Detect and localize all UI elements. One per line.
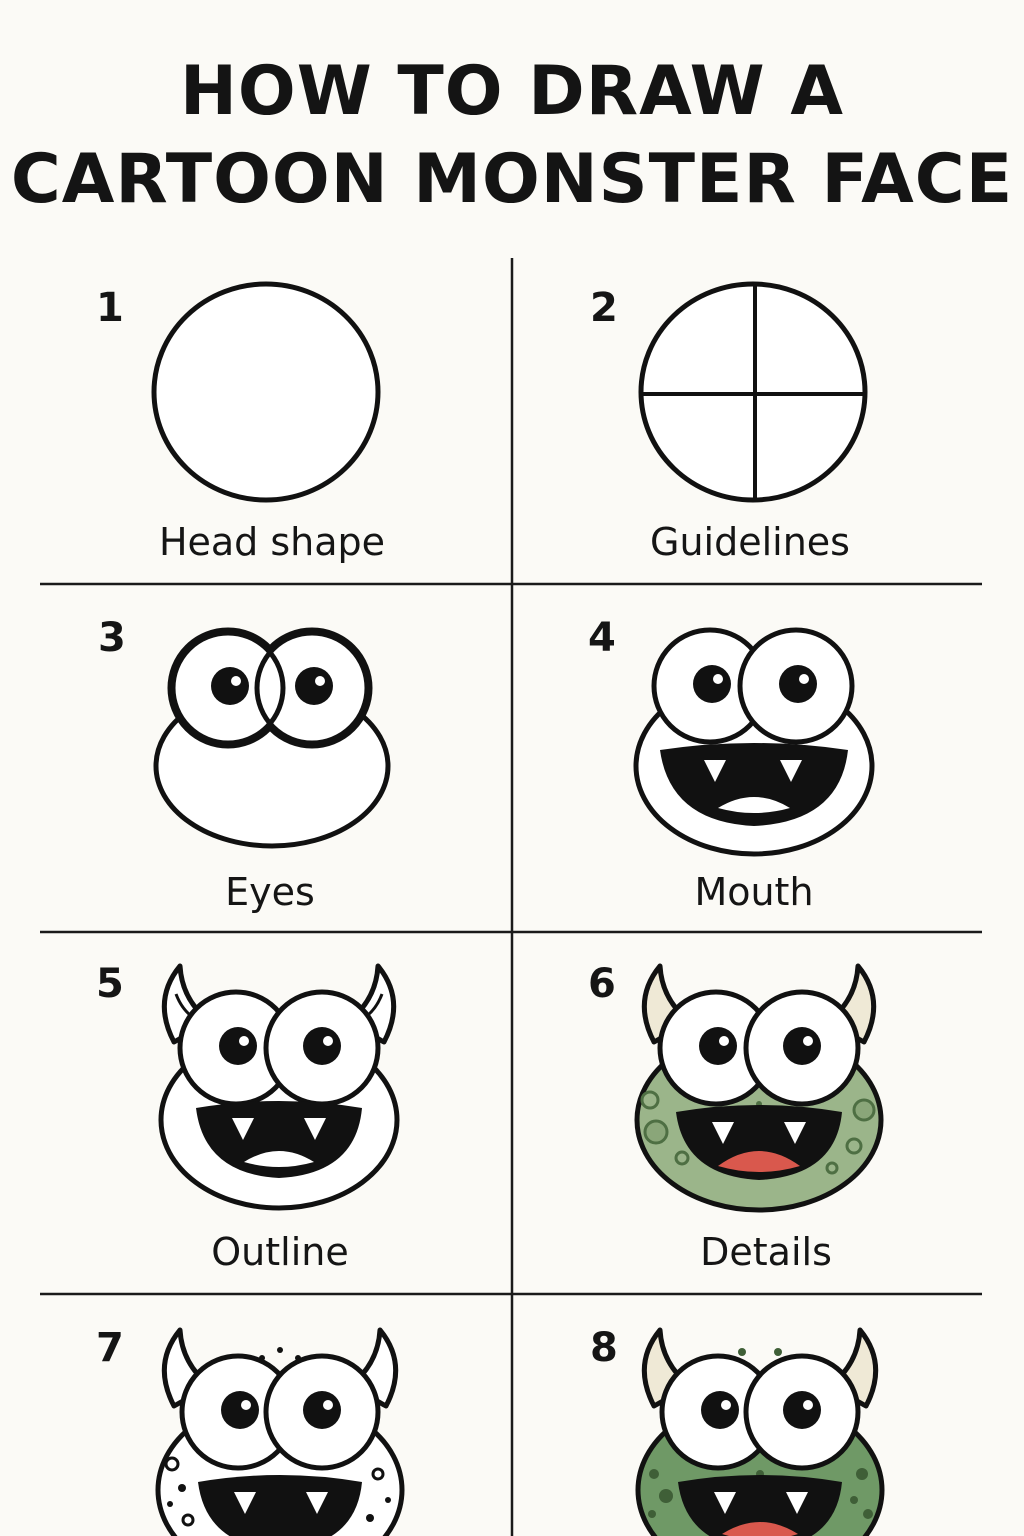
step-2-number: 2 bbox=[590, 285, 618, 331]
step-5-number: 5 bbox=[96, 961, 124, 1007]
head-circle-icon bbox=[151, 281, 381, 503]
mouth-icon bbox=[633, 627, 875, 857]
step-5-label: Outline bbox=[211, 1230, 349, 1274]
title-line-1: HOW TO DRAW A bbox=[180, 52, 844, 131]
step-4-label: Mouth bbox=[694, 870, 814, 914]
step-1-number: 1 bbox=[96, 285, 124, 331]
step-3-number: 3 bbox=[98, 615, 126, 661]
guidelines-icon bbox=[638, 281, 868, 503]
step-6-label: Details bbox=[700, 1230, 832, 1274]
step-4-number: 4 bbox=[588, 615, 616, 661]
step-1-label: Head shape bbox=[158, 520, 386, 564]
step-7-number: 7 bbox=[96, 1325, 124, 1371]
step-3-label: Eyes bbox=[225, 870, 315, 914]
step-2-label: Guidelines bbox=[650, 520, 850, 564]
colored-monster-icon bbox=[634, 963, 884, 1213]
final-colored-monster-icon bbox=[635, 1327, 885, 1536]
horns-outline-icon bbox=[158, 963, 400, 1211]
spotted-outline-monster-icon bbox=[155, 1327, 405, 1536]
step-6-number: 6 bbox=[588, 961, 616, 1007]
page-title: HOW TO DRAW A CARTOON MONSTER FACE bbox=[0, 48, 1024, 224]
step-8-number: 8 bbox=[590, 1325, 618, 1371]
eyes-icon bbox=[153, 627, 391, 849]
title-line-2: CARTOON MONSTER FACE bbox=[10, 140, 1014, 219]
